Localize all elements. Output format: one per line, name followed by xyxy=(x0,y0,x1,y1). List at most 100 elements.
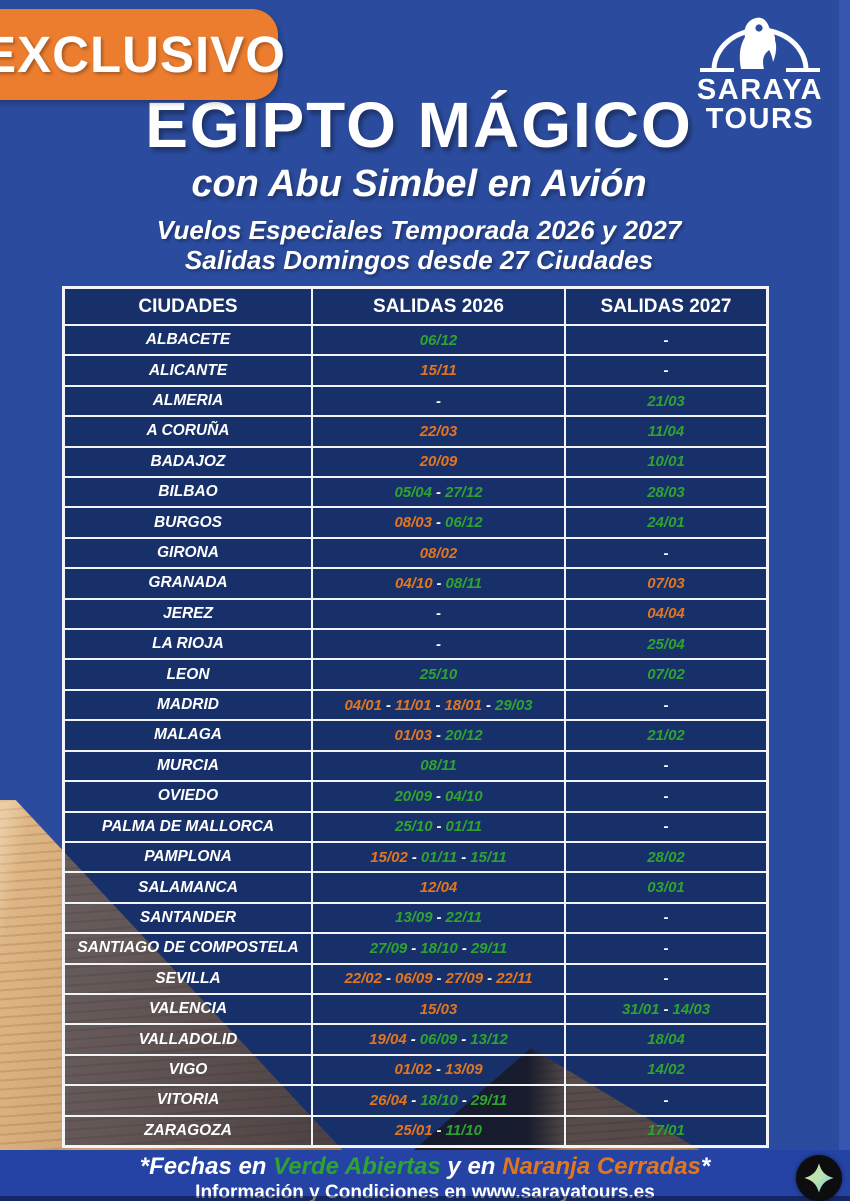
departure-date: 24/01 xyxy=(647,514,685,532)
dates-2027-cell: 28/03 xyxy=(565,477,767,508)
departure-date: 07/03 xyxy=(647,574,685,592)
date-separator: - xyxy=(386,696,391,714)
legend-part: Naranja Cerradas xyxy=(502,1153,701,1180)
dates-2026-cell: 01/02-13/09 xyxy=(312,1054,565,1086)
departure-date: 04/01 xyxy=(344,696,382,714)
dates-2027-cell: - xyxy=(565,963,767,994)
departure-date: 11/04 xyxy=(647,422,685,440)
date-separator: - xyxy=(436,574,442,592)
departure-date: 29/03 xyxy=(494,696,533,714)
date-separator: - xyxy=(461,1091,467,1109)
departure-date: - xyxy=(663,939,669,957)
dates-2026-cell: 15/11 xyxy=(312,355,565,386)
date-separator: - xyxy=(436,787,441,805)
departure-date: - xyxy=(663,909,669,927)
dates-2026-cell: 12/04 xyxy=(312,872,565,903)
corner-app-icon[interactable] xyxy=(796,1155,842,1201)
dates-2027-cell: 18/04 xyxy=(565,1024,767,1055)
departure-date: 11/10 xyxy=(445,1122,482,1140)
dates-2026-cell: 19/04-06/09-13/12 xyxy=(312,1024,565,1055)
departure-date: 11/01 xyxy=(395,696,432,714)
date-separator: - xyxy=(436,514,441,532)
departure-date: 29/11 xyxy=(470,1091,508,1109)
date-separator: - xyxy=(436,1061,441,1079)
date-separator: - xyxy=(436,726,441,744)
dates-2026-cell: 04/10-08/11 xyxy=(312,568,565,599)
departure-date: 08/11 xyxy=(445,574,482,592)
dates-2026-cell: 08/11 xyxy=(312,750,565,782)
departure-date: - xyxy=(663,818,669,836)
departure-date: - xyxy=(663,970,669,988)
city-cell: SANTANDER xyxy=(64,902,312,934)
departure-date: - xyxy=(436,635,441,653)
city-cell: OVIEDO xyxy=(64,781,312,812)
dates-2026-cell: 05/04-27/12 xyxy=(312,477,565,508)
departure-date: 22/02 xyxy=(344,970,382,988)
city-cell: SANTIAGO DE COMPOSTELA xyxy=(64,933,312,964)
departure-date: 06/09 xyxy=(395,970,433,988)
footer-info: Información y Condiciones en www.sarayat… xyxy=(195,1182,655,1201)
departure-date: 25/10 xyxy=(395,818,433,836)
departure-date: 28/03 xyxy=(647,483,685,501)
city-cell: MALAGA xyxy=(64,720,312,751)
date-separator: - xyxy=(436,818,442,836)
city-cell: LEON xyxy=(64,659,312,690)
date-separator: - xyxy=(435,696,441,714)
dates-2026-cell: 26/04-18/10-29/11 xyxy=(312,1085,565,1116)
dates-2027-cell: 21/02 xyxy=(565,720,767,751)
departure-date: 08/03 xyxy=(394,514,432,532)
departure-date: 06/12 xyxy=(445,514,483,532)
city-cell: GRANADA xyxy=(64,568,312,599)
city-cell: ALBACETE xyxy=(64,325,312,356)
column-header-2: SALIDAS 2027 xyxy=(565,288,767,325)
dates-2026-cell: 22/03 xyxy=(312,416,565,447)
dates-2026-cell: 27/09-18/10-29/11 xyxy=(312,933,565,964)
departure-date: 01/11 xyxy=(420,848,458,866)
departure-date: 15/11 xyxy=(470,848,507,866)
dates-2027-cell: - xyxy=(565,325,767,356)
legend-part: Verde Abiertas xyxy=(273,1153,441,1180)
departure-date: 28/02 xyxy=(647,848,685,866)
city-cell: MURCIA xyxy=(64,750,312,782)
departure-date: 14/02 xyxy=(647,1061,685,1079)
dates-2027-cell: 07/02 xyxy=(565,659,767,690)
city-cell: BADAJOZ xyxy=(64,446,312,478)
dates-2027-cell: - xyxy=(565,781,767,812)
dates-2027-cell: 04/04 xyxy=(565,598,767,630)
dates-2027-cell: 11/04 xyxy=(565,416,767,447)
departure-date: 25/10 xyxy=(419,666,458,684)
departure-date: 27/12 xyxy=(445,483,483,501)
departure-date: 15/11 xyxy=(420,362,457,380)
date-separator: - xyxy=(436,1122,442,1140)
departure-date: 25/04 xyxy=(647,635,685,653)
departure-date: 12/04 xyxy=(419,879,458,897)
city-cell: A CORUÑA xyxy=(64,416,312,447)
departure-date: 29/11 xyxy=(470,939,508,957)
date-separator: - xyxy=(663,1000,669,1018)
dates-2027-cell: - xyxy=(565,689,767,721)
dates-2026-cell: 08/02 xyxy=(312,537,565,569)
departure-date: - xyxy=(663,757,669,775)
date-separator: - xyxy=(410,1031,416,1049)
departure-date: - xyxy=(663,362,669,380)
departure-date: 04/04 xyxy=(647,605,685,623)
departure-date: 20/09 xyxy=(394,787,432,805)
departure-date: 10/01 xyxy=(647,453,685,471)
departure-date: 01/02 xyxy=(394,1061,432,1079)
date-separator: - xyxy=(386,970,391,988)
legend-part: * xyxy=(700,1153,711,1180)
city-cell: ZARAGOZA xyxy=(64,1115,312,1146)
page-subtitle: con Abu Simbel en Avión xyxy=(191,163,647,206)
brand-name-line2: TOURS xyxy=(705,103,815,135)
tagline-season: Vuelos Especiales Temporada 2026 y 2027 xyxy=(156,215,682,246)
departure-date: 19/04 xyxy=(369,1031,407,1049)
departure-date: 22/11 xyxy=(445,909,482,927)
dates-2026-cell: 01/03-20/12 xyxy=(312,720,565,751)
brand-name-line1: SARAYA xyxy=(696,74,824,106)
date-separator: - xyxy=(436,909,442,927)
departure-date: 13/09 xyxy=(395,909,433,927)
departure-date: 06/12 xyxy=(419,331,458,349)
city-cell: JEREZ xyxy=(64,598,312,630)
date-separator: - xyxy=(461,848,467,866)
